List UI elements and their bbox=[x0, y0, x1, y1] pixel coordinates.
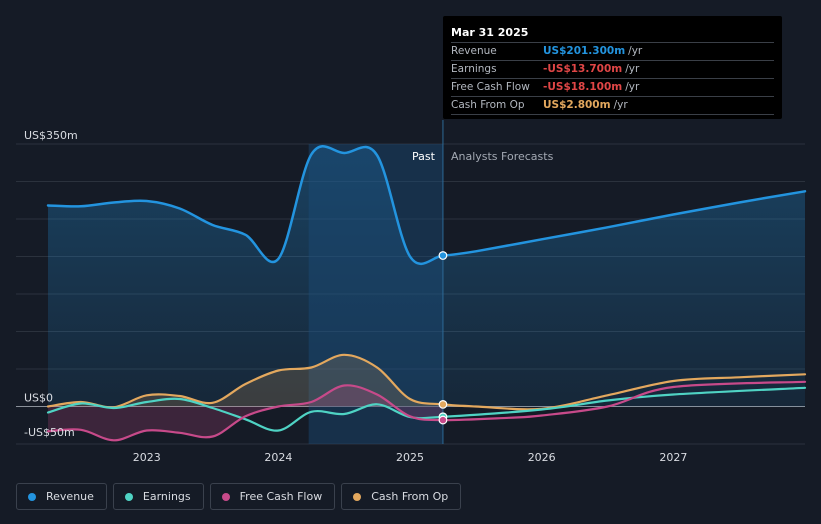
legend-item-cash-from-op[interactable]: Cash From Op bbox=[341, 483, 462, 510]
legend-label: Earnings bbox=[142, 490, 191, 503]
tooltip-label: Cash From Op bbox=[451, 99, 525, 111]
x-tick-label: 2025 bbox=[396, 451, 424, 464]
forecast-label: Analysts Forecasts bbox=[451, 150, 554, 163]
tooltip-label: Free Cash Flow bbox=[451, 81, 530, 93]
tooltip-label: Revenue bbox=[451, 45, 497, 57]
tooltip-unit: /yr bbox=[628, 45, 643, 57]
past-label: Past bbox=[412, 150, 436, 163]
tooltip-date: Mar 31 2025 bbox=[451, 24, 774, 43]
tooltip-value: -US$18.100m bbox=[543, 81, 623, 93]
revenue-marker bbox=[438, 251, 448, 260]
tooltip-unit: /yr bbox=[613, 99, 628, 111]
legend-item-earnings[interactable]: Earnings bbox=[112, 483, 204, 510]
legend-dot-icon bbox=[124, 492, 133, 501]
tooltip-unit: /yr bbox=[625, 63, 640, 75]
x-tick-label: 2024 bbox=[264, 451, 292, 464]
y-tick-label: -US$50m bbox=[24, 426, 75, 439]
tooltip-row-fcf: Free Cash Flow -US$18.100m /yr bbox=[451, 79, 774, 97]
revenue-area bbox=[48, 146, 805, 407]
cash-from-op-area bbox=[48, 354, 443, 408]
tooltip-row-revenue: Revenue US$201.300m /yr bbox=[451, 43, 774, 61]
tooltip-unit: /yr bbox=[625, 81, 640, 93]
fcf-marker bbox=[438, 415, 448, 425]
tooltip-value: -US$13.700m bbox=[543, 63, 623, 75]
chart-legend: Revenue Earnings Free Cash Flow Cash Fro… bbox=[16, 483, 462, 510]
legend-label: Cash From Op bbox=[371, 490, 449, 503]
tooltip-row-earnings: Earnings -US$13.700m /yr bbox=[451, 61, 774, 79]
legend-dot-icon bbox=[28, 492, 36, 501]
legend-item-revenue[interactable]: Revenue bbox=[16, 483, 107, 510]
legend-item-free-cash-flow[interactable]: Free Cash Flow bbox=[209, 483, 336, 510]
legend-label: Free Cash Flow bbox=[239, 490, 323, 503]
y-tick-label: US$350m bbox=[24, 129, 78, 142]
chart-area: US$350m US$0 -US$50m 2023 2024 2025 2026 2027 Pa… bbox=[16, 120, 807, 464]
tooltip-value: US$2.800m bbox=[543, 99, 611, 111]
earnings-line bbox=[46, 386, 807, 432]
legend-dot-icon bbox=[221, 492, 230, 501]
legend-dot-icon bbox=[353, 492, 362, 501]
x-tick-label: 2026 bbox=[528, 451, 556, 464]
y-tick-label: US$0 bbox=[24, 392, 53, 405]
revenue-line bbox=[46, 145, 807, 266]
x-tick-label: 2027 bbox=[659, 451, 687, 464]
free-cash-flow-area bbox=[48, 385, 443, 441]
fcf-line bbox=[46, 380, 807, 442]
tooltip-row-cfo: Cash From Op US$2.800m /yr bbox=[451, 97, 774, 115]
cfo-line bbox=[46, 353, 807, 411]
tooltip-label: Earnings bbox=[451, 63, 497, 75]
cfo-marker bbox=[438, 400, 448, 409]
data-tooltip: Mar 31 2025 Revenue US$201.300m /yr Earn… bbox=[443, 16, 782, 119]
tooltip-value: US$201.300m bbox=[543, 45, 626, 57]
x-tick-label: 2023 bbox=[133, 451, 161, 464]
legend-label: Revenue bbox=[46, 490, 94, 503]
